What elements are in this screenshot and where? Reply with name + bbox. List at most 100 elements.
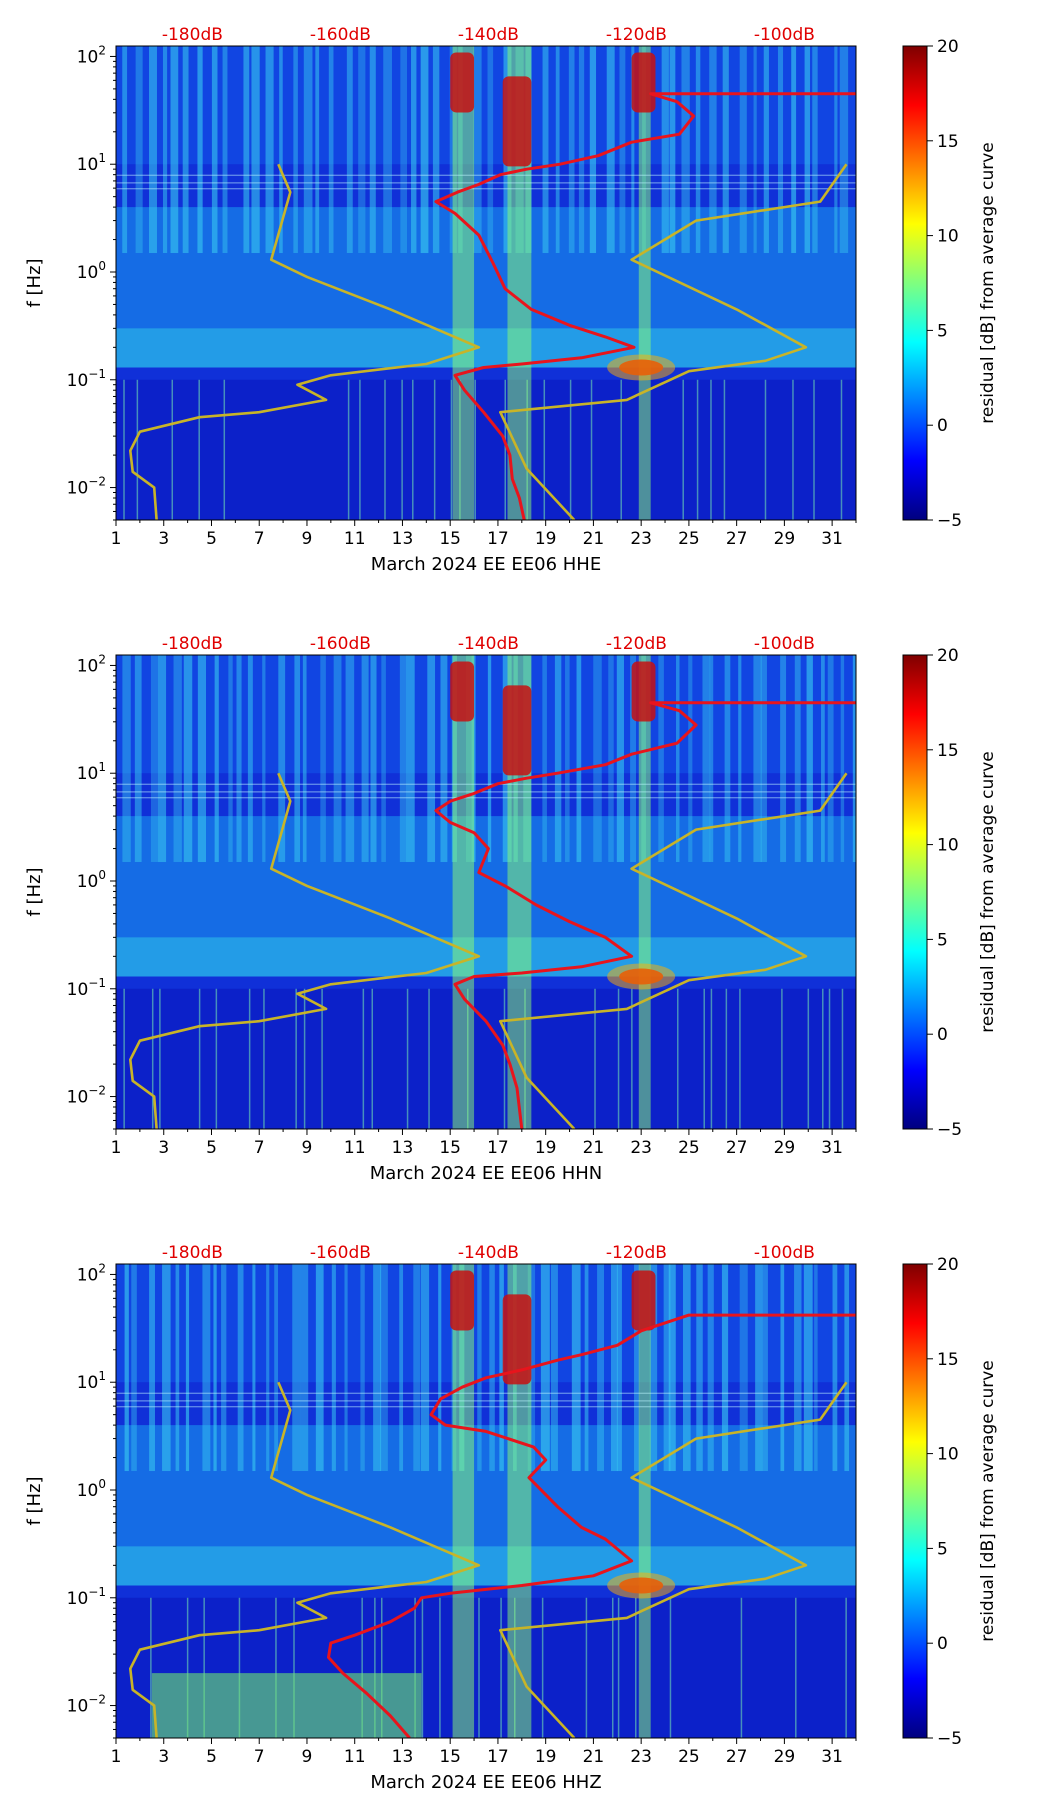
x-tick-label: 15 xyxy=(439,1747,461,1767)
reference-curve xyxy=(498,1381,848,1738)
x-tick-label: 11 xyxy=(344,1138,366,1158)
x-tick-label: 27 xyxy=(726,529,748,549)
colorbar-tick-label: 0 xyxy=(937,416,948,436)
plot-frame xyxy=(115,45,857,521)
y-tick-label: 10−2 xyxy=(67,1693,106,1717)
colorbar-tick-label: 0 xyxy=(937,1025,948,1045)
reference-curve xyxy=(498,163,848,520)
x-tick-label: 27 xyxy=(726,1138,748,1158)
reference-curve xyxy=(498,772,848,1129)
x-tick-label: 21 xyxy=(583,1747,605,1767)
top-db-label: -140dB xyxy=(458,25,519,45)
colorbar: 20 15 10 5 0 −5 residual [dB] from average cur… xyxy=(902,646,998,1140)
x-tick-label: 5 xyxy=(206,529,217,549)
x-tick-label: 29 xyxy=(774,1747,796,1767)
colorbar-gradient xyxy=(902,654,928,1130)
colorbar-tick-label: 5 xyxy=(937,321,948,341)
top-db-label: -180dB xyxy=(162,634,223,654)
top-db-label: -120dB xyxy=(606,1243,667,1263)
x-tick-label: 25 xyxy=(678,1138,700,1158)
x-tick-label: 17 xyxy=(487,1138,509,1158)
y-tick-label: 101 xyxy=(77,760,106,784)
colorbar-tick-label: 0 xyxy=(937,1634,948,1654)
top-db-label: -180dB xyxy=(162,25,223,45)
colorbar-label: residual [dB] from average curve xyxy=(978,142,998,423)
x-axis-label: March 2024 EE EE06 HHZ xyxy=(370,1772,601,1793)
spectrogram-panel: 1 3 5 7 9 11 13 15 17 19 21 23 25 27 29 3110−210−110010… xyxy=(24,634,998,1184)
x-tick-label: 1 xyxy=(111,529,122,549)
colorbar-tick-label: 20 xyxy=(937,37,959,57)
x-tick-label: 21 xyxy=(583,1138,605,1158)
reference-curve xyxy=(129,163,481,520)
colorbar-tick-label: 10 xyxy=(937,227,959,247)
y-tick-label: 10−2 xyxy=(67,1084,106,1108)
x-tick-label: 21 xyxy=(583,529,605,549)
top-db-label: -180dB xyxy=(162,1243,223,1263)
colorbar-label: residual [dB] from average curve xyxy=(978,1360,998,1641)
spectrogram-image xyxy=(116,1264,856,1738)
colorbar: 20 15 10 5 0 −5 residual [dB] from average cur… xyxy=(902,1255,998,1749)
x-tick-label: 7 xyxy=(254,1747,265,1767)
y-axis-label: f [Hz] xyxy=(24,258,45,307)
spectrogram-panel: 1 3 5 7 9 11 13 15 17 19 21 23 25 27 29 3110−210−110010… xyxy=(24,1243,998,1793)
colorbar-tick-label: 20 xyxy=(937,1255,959,1275)
x-axis-label: March 2024 EE EE06 HHE xyxy=(371,554,601,575)
x-tick-label: 23 xyxy=(630,529,652,549)
y-tick-label: 100 xyxy=(77,868,106,892)
colorbar-tick-label: −5 xyxy=(937,1729,962,1749)
colorbar-gradient xyxy=(902,45,928,521)
reference-curve xyxy=(129,772,481,1129)
top-db-label: -140dB xyxy=(458,634,519,654)
colorbar-tick-label: 10 xyxy=(937,836,959,856)
x-tick-label: 5 xyxy=(206,1138,217,1158)
x-tick-label: 19 xyxy=(535,529,557,549)
x-tick-label: 25 xyxy=(678,1747,700,1767)
y-tick-label: 102 xyxy=(77,1261,106,1285)
plot-frame xyxy=(115,1263,857,1739)
colorbar: 20 15 10 5 0 −5 residual [dB] from average cur… xyxy=(902,37,998,531)
top-db-label: -100dB xyxy=(754,634,815,654)
colorbar-tick-label: −5 xyxy=(937,1120,962,1140)
colorbar-tick-label: 20 xyxy=(937,646,959,666)
y-axis-label: f [Hz] xyxy=(24,867,45,916)
colorbar-tick-label: 10 xyxy=(937,1445,959,1465)
x-tick-label: 1 xyxy=(111,1138,122,1158)
y-axis-label: f [Hz] xyxy=(24,1476,45,1525)
x-tick-label: 13 xyxy=(392,1138,414,1158)
x-tick-label: 13 xyxy=(392,529,414,549)
x-tick-label: 3 xyxy=(158,529,169,549)
x-tick-label: 29 xyxy=(774,529,796,549)
top-db-label: -160dB xyxy=(310,25,371,45)
y-tick-label: 102 xyxy=(77,43,106,67)
x-tick-label: 19 xyxy=(535,1138,557,1158)
y-tick-label: 10−1 xyxy=(67,367,106,391)
x-tick-label: 3 xyxy=(158,1138,169,1158)
x-tick-label: 11 xyxy=(344,529,366,549)
x-tick-label: 17 xyxy=(487,1747,509,1767)
x-tick-label: 13 xyxy=(392,1747,414,1767)
x-tick-label: 7 xyxy=(254,529,265,549)
median-level-curve xyxy=(434,92,856,520)
plot-frame xyxy=(115,654,857,1130)
top-db-label: -120dB xyxy=(606,634,667,654)
colorbar-tick-label: 5 xyxy=(937,1539,948,1559)
y-tick-label: 10−2 xyxy=(67,475,106,499)
x-tick-label: 31 xyxy=(821,529,843,549)
spectrogram-panel: 1 3 5 7 9 11 13 15 17 19 21 23 25 27 29 3110−210−110010… xyxy=(24,25,998,575)
x-tick-label: 31 xyxy=(821,1138,843,1158)
spectrogram-image xyxy=(116,655,856,1129)
y-tick-label: 101 xyxy=(77,151,106,175)
x-tick-label: 15 xyxy=(439,529,461,549)
top-db-label: -100dB xyxy=(754,1243,815,1263)
x-tick-label: 19 xyxy=(535,1747,557,1767)
x-tick-label: 29 xyxy=(774,1138,796,1158)
x-tick-label: 3 xyxy=(158,1747,169,1767)
top-db-label: -100dB xyxy=(754,25,815,45)
colorbar-label: residual [dB] from average curve xyxy=(978,751,998,1032)
y-tick-label: 100 xyxy=(77,259,106,283)
spectrogram-image xyxy=(116,46,856,520)
y-tick-label: 10−1 xyxy=(67,1585,106,1609)
median-level-curve xyxy=(327,1313,856,1738)
colorbar-tick-label: 15 xyxy=(937,132,959,152)
